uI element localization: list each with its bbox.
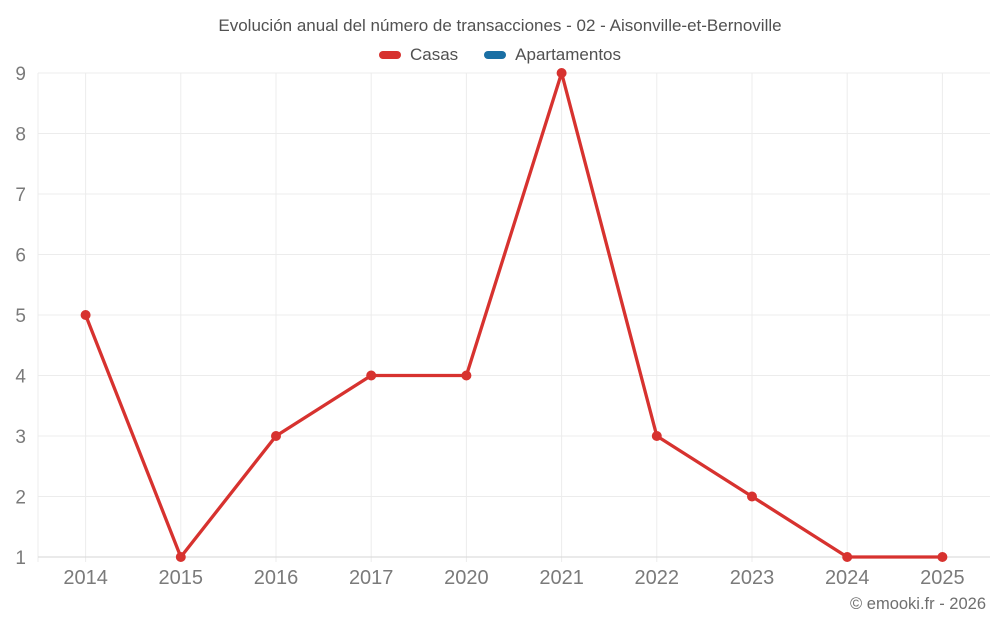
y-tick-label-6: 6 [15,246,26,267]
data-point-casas-2016[interactable] [271,431,281,441]
x-tick-label-2022: 2022 [635,567,680,589]
data-point-casas-2021[interactable] [556,68,567,78]
x-tick-label-2017: 2017 [349,567,394,589]
x-tick-label-2023: 2023 [730,567,775,589]
series-line-casas [83,71,945,559]
y-tick-label-1: 1 [15,548,26,569]
x-tick-label-2015: 2015 [159,567,204,589]
x-tick-label-2024: 2024 [825,567,870,589]
data-point-casas-2014[interactable] [80,310,91,320]
y-tick-label-2: 2 [15,488,26,509]
x-tick-label-2025: 2025 [920,567,965,589]
data-point-casas-2024[interactable] [842,552,853,562]
data-point-casas-2022[interactable] [651,431,662,441]
apartamentos-swatch-icon [484,51,507,59]
data-point-casas-2020[interactable] [461,370,472,381]
data-point-casas-2015[interactable] [175,552,186,562]
data-point-casas-2025[interactable] [937,552,948,562]
x-tick-label-2016: 2016 [254,567,299,589]
y-tick-label-3: 3 [15,427,26,448]
x-tick-label-2014: 2014 [63,567,108,589]
legend-item-apartamentos[interactable]: Apartamentos [484,45,621,65]
copyright-text: © emooki.fr - 2026 [850,595,986,613]
legend-item-casas[interactable]: Casas [378,45,459,65]
casas-swatch-icon [378,51,401,59]
chart-legend: Casas Apartamentos [0,45,1000,65]
data-point-casas-2017[interactable] [366,370,377,381]
x-tick-label-2020: 2020 [444,567,489,589]
y-tick-label-9: 9 [15,64,26,85]
y-tick-label-5: 5 [15,306,26,327]
y-tick-label-4: 4 [15,367,26,388]
legend-label-casas: Casas [409,45,459,64]
chart-title: Evolución anual del número de transaccio… [218,16,782,35]
legend-label-apartamentos: Apartamentos [515,45,622,64]
data-point-casas-2023[interactable] [747,491,757,502]
y-tick-label-7: 7 [15,185,26,206]
x-tick-label-2021: 2021 [539,567,584,589]
y-tick-label-8: 8 [15,125,26,146]
